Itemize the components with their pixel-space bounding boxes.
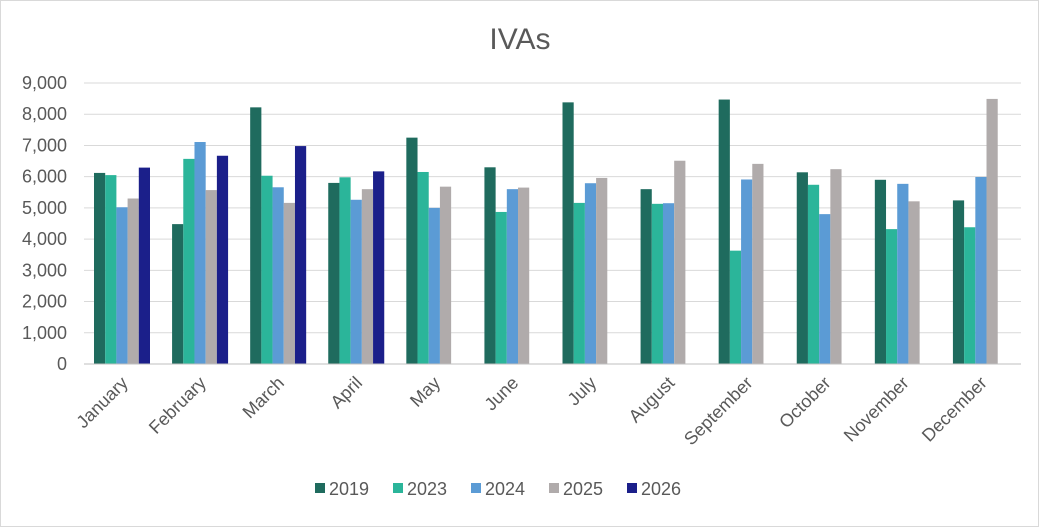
bar — [350, 199, 362, 364]
bar — [417, 171, 429, 364]
bar — [874, 179, 887, 364]
chart-title: IVAs — [489, 23, 550, 56]
bar — [172, 224, 184, 364]
bar — [328, 182, 340, 364]
y-tick-label: 6,000 — [22, 167, 67, 187]
bar — [127, 198, 139, 364]
bar — [428, 207, 440, 364]
bar — [116, 207, 128, 364]
bar — [830, 169, 842, 364]
bar — [975, 176, 987, 364]
x-tick-label: July — [564, 373, 601, 410]
bar — [94, 172, 106, 364]
bar — [205, 190, 217, 364]
bar — [584, 183, 597, 364]
bar — [729, 250, 742, 364]
legend-label: 2019 — [329, 479, 369, 499]
y-tick-label: 5,000 — [22, 198, 67, 218]
bar — [752, 163, 764, 364]
bar — [373, 171, 385, 364]
bar — [183, 158, 195, 364]
y-tick-label: 3,000 — [22, 260, 67, 280]
bar — [518, 187, 530, 364]
bar — [361, 189, 374, 364]
bar — [216, 155, 229, 364]
bar — [897, 183, 909, 364]
bar — [272, 187, 284, 364]
legend-swatch — [471, 483, 481, 493]
bar — [651, 203, 663, 364]
x-tick-label: March — [239, 373, 289, 423]
bar — [105, 175, 117, 364]
bar — [339, 177, 351, 364]
x-tick-label: December — [918, 373, 991, 446]
x-axis-ticks: January February March April May June July Augu… — [72, 373, 990, 449]
x-tick-label: February — [145, 373, 210, 438]
x-tick-label: October — [775, 373, 834, 432]
bar — [952, 200, 965, 364]
bar — [495, 211, 507, 364]
legend-label: 2024 — [485, 479, 525, 499]
x-tick-label: November — [840, 373, 913, 446]
bar — [138, 167, 150, 364]
bar — [807, 184, 820, 364]
y-tick-label: 9,000 — [22, 73, 67, 93]
y-tick-label: 7,000 — [22, 135, 67, 155]
legend-swatch — [549, 483, 559, 493]
bar — [819, 214, 831, 364]
bar — [718, 99, 730, 365]
x-tick-label: August — [625, 373, 679, 427]
y-tick-label: 0 — [57, 354, 67, 374]
bar — [506, 189, 519, 364]
bar — [261, 175, 273, 364]
bar — [908, 201, 920, 364]
x-tick-label: May — [406, 373, 444, 411]
legend-label: 2023 — [407, 479, 447, 499]
x-tick-label: April — [327, 373, 367, 413]
x-tick-label: January — [72, 373, 131, 432]
bar — [741, 179, 753, 364]
bar — [796, 172, 808, 364]
x-tick-label: September — [680, 373, 756, 449]
bar — [484, 167, 496, 364]
legend-swatch — [315, 483, 325, 493]
bar — [662, 203, 675, 364]
bar — [194, 142, 206, 364]
bar — [283, 202, 295, 364]
bar — [250, 107, 262, 364]
legend: 2019 2023 2024 2025 2026 — [315, 479, 681, 499]
bar — [562, 102, 574, 365]
y-axis-ticks: 0 1,000 2,000 3,000 4,000 5,000 6,000 7,000 8,00… — [22, 73, 67, 374]
bar — [439, 186, 452, 364]
legend-label: 2026 — [641, 479, 681, 499]
bar — [640, 189, 652, 364]
bar — [674, 160, 686, 364]
y-tick-label: 8,000 — [22, 104, 67, 124]
bar — [573, 202, 585, 364]
bar — [406, 137, 418, 364]
bar — [986, 98, 998, 365]
bar — [964, 227, 976, 364]
y-tick-label: 2,000 — [22, 292, 67, 312]
gridlines — [84, 82, 1021, 334]
y-tick-label: 1,000 — [22, 323, 67, 343]
legend-label: 2025 — [563, 479, 603, 499]
legend-swatch — [627, 483, 637, 493]
x-tick-label: June — [481, 373, 523, 415]
bar — [294, 146, 307, 364]
bar — [596, 177, 608, 364]
bars — [94, 98, 998, 365]
legend-swatch — [393, 483, 403, 493]
bar — [886, 229, 898, 364]
y-tick-label: 4,000 — [22, 229, 67, 249]
